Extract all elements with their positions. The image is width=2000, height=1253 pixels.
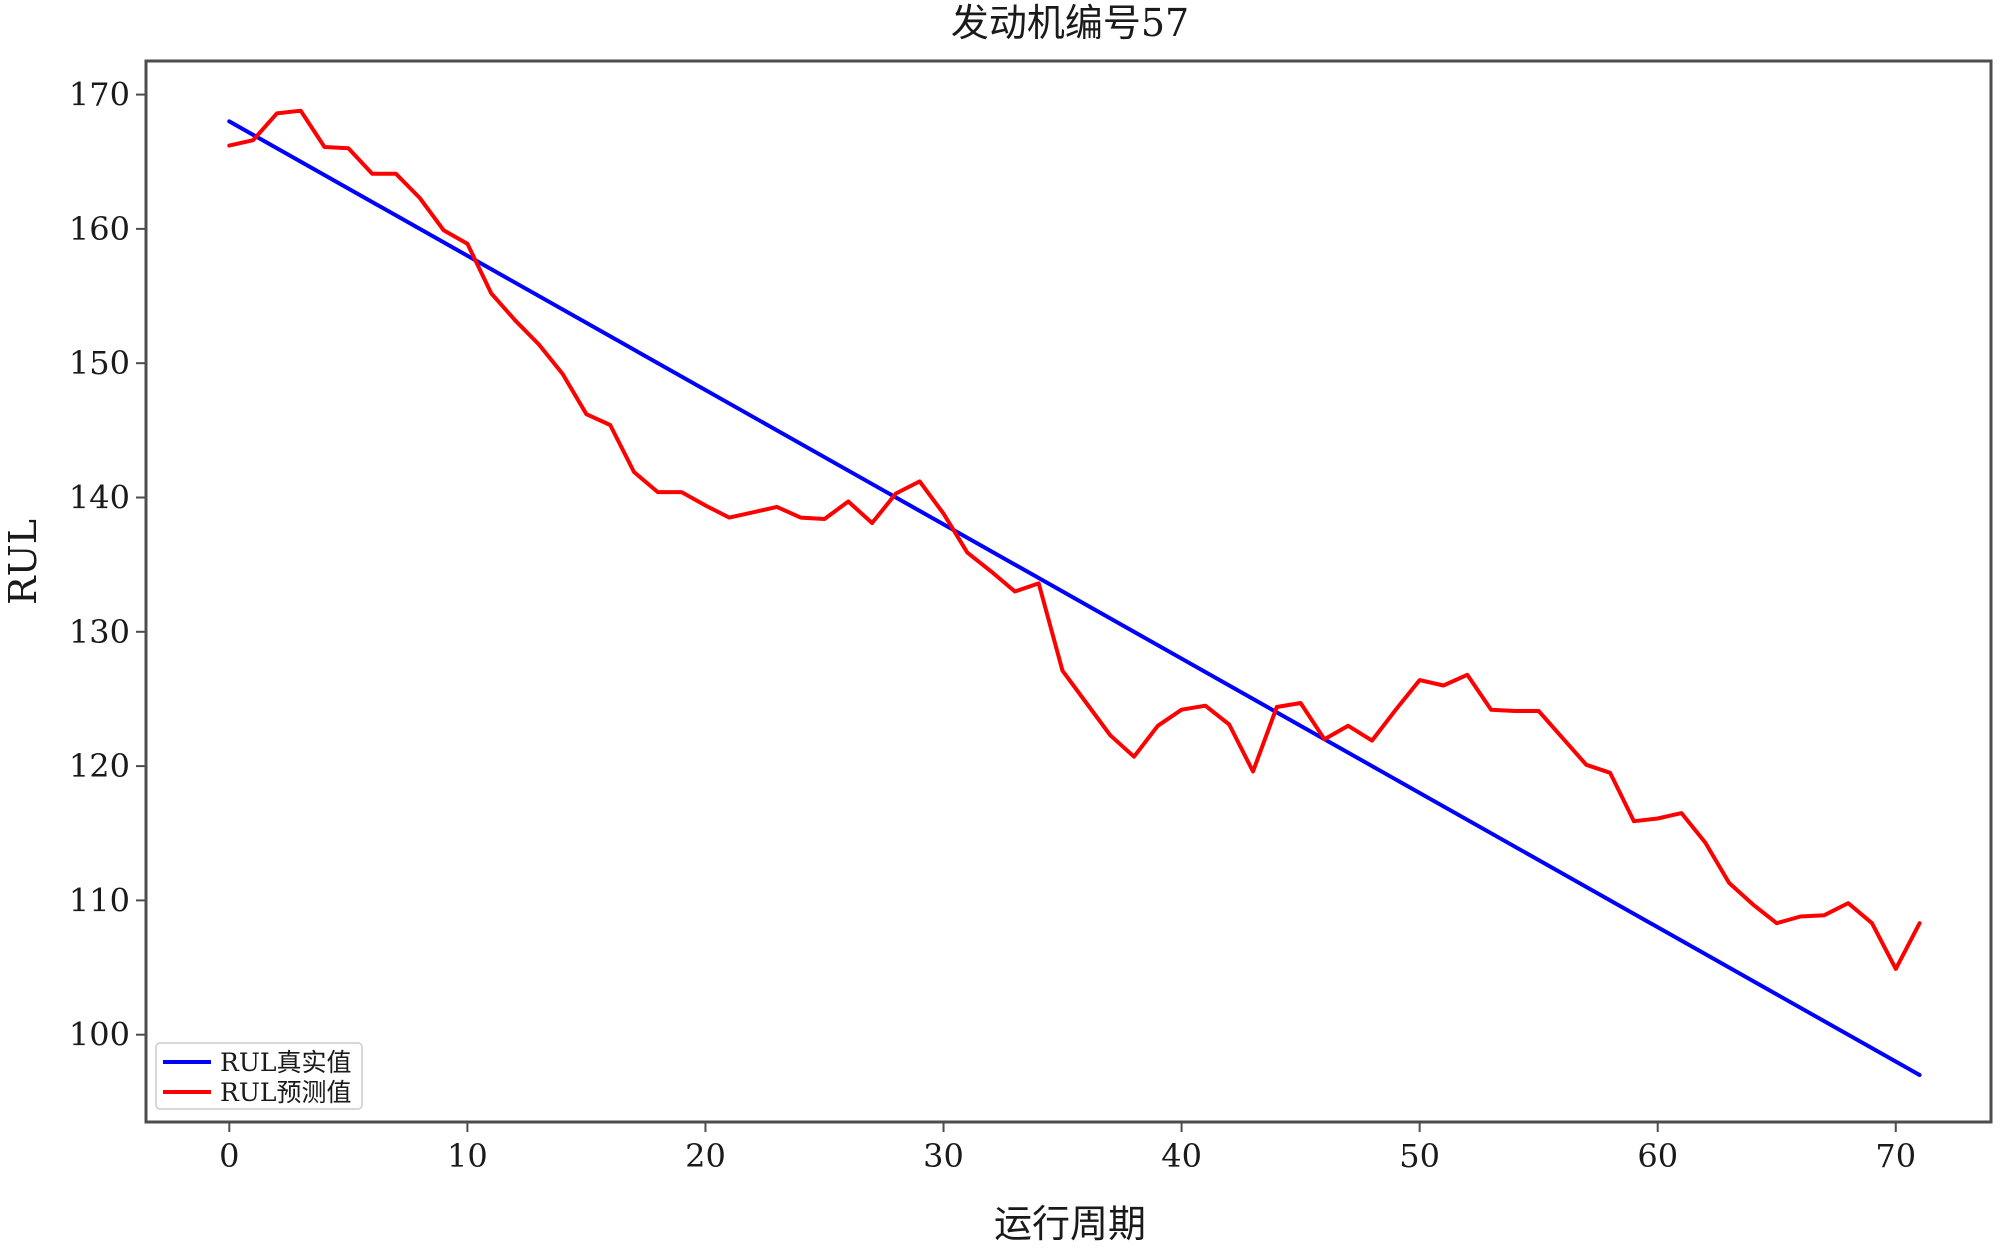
legend-label-rul-true: RUL真实值 <box>220 1048 352 1077</box>
chart-title: 发动机编号57 <box>951 1 1189 45</box>
series-lines <box>227 108 1922 1077</box>
y-axis-title: RUL <box>1 519 45 605</box>
x-tick-label: 40 <box>1161 1137 1202 1175</box>
y-tick-label: 120 <box>69 747 130 785</box>
x-tick-label: 20 <box>685 1137 726 1175</box>
x-tick-label: 70 <box>1875 1137 1916 1175</box>
y-tick-label: 140 <box>69 478 130 516</box>
x-tick-label: 60 <box>1637 1137 1678 1175</box>
y-tick-label: 170 <box>69 76 130 114</box>
legend-label-rul-pred: RUL预测值 <box>220 1078 352 1107</box>
x-tick-label: 30 <box>923 1137 964 1175</box>
plot-frame <box>144 59 1993 1124</box>
y-tick-label: 130 <box>69 613 130 651</box>
y-tick-label: 160 <box>69 210 130 248</box>
x-tick-label: 0 <box>219 1137 239 1175</box>
series-line-rul-pred <box>227 108 1922 971</box>
x-axis-title: 运行周期 <box>994 1202 1146 1246</box>
series-line-rul-true <box>227 119 1922 1077</box>
x-axis-ticks: 0 10 20 30 40 50 60 70 <box>219 1122 1916 1175</box>
x-tick-label: 50 <box>1399 1137 1440 1175</box>
legend: RUL真实值 RUL预测值 <box>155 1042 363 1110</box>
y-tick-label: 100 <box>69 1016 130 1054</box>
y-tick-label: 150 <box>69 344 130 382</box>
x-tick-label: 10 <box>447 1137 488 1175</box>
y-axis-ticks: 100 110 120 130 140 150 160 170 <box>69 76 146 1054</box>
y-tick-label: 110 <box>69 881 130 919</box>
